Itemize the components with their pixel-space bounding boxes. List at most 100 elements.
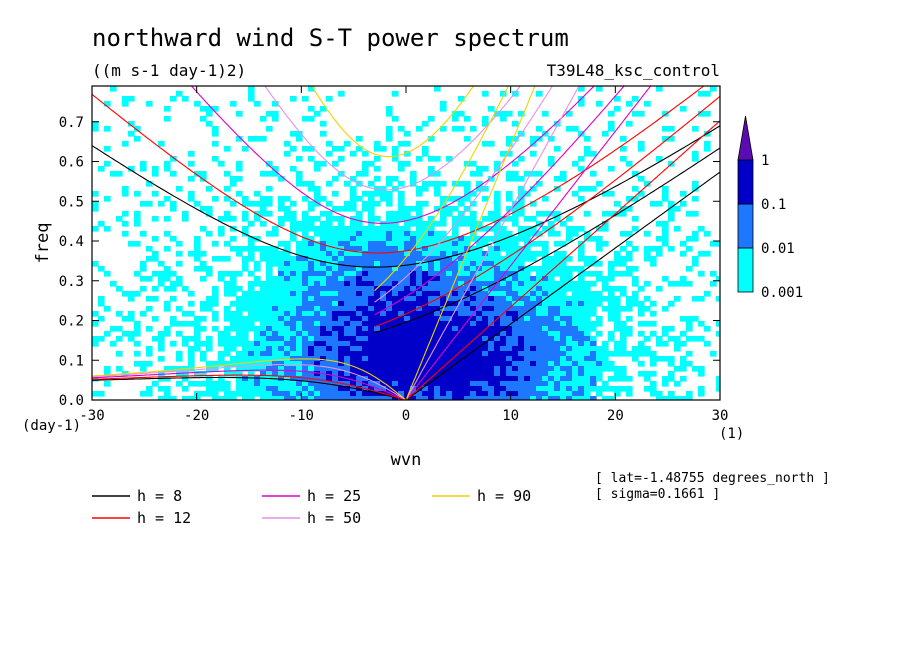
power-cell xyxy=(482,391,489,397)
power-cell xyxy=(578,326,585,332)
power-cell xyxy=(686,246,693,252)
power-cell xyxy=(440,196,447,202)
power-cell xyxy=(290,331,297,337)
power-cell xyxy=(368,386,375,392)
power-cell xyxy=(644,256,651,262)
power-cell xyxy=(626,121,633,127)
power-cell xyxy=(518,341,525,347)
power-cell xyxy=(482,361,489,367)
power-cell xyxy=(434,256,441,262)
power-cell xyxy=(338,296,345,302)
power-cell xyxy=(494,196,501,202)
power-cell xyxy=(302,256,309,262)
power-cell xyxy=(332,246,339,252)
power-cell xyxy=(158,276,165,282)
power-cell xyxy=(416,296,423,302)
power-cell xyxy=(554,231,561,237)
power-cell xyxy=(668,396,675,400)
power-cell xyxy=(140,361,147,367)
power-cell xyxy=(668,301,675,307)
power-cell xyxy=(164,376,171,382)
power-cell xyxy=(284,151,291,157)
power-cell xyxy=(308,146,315,152)
power-cell xyxy=(398,251,405,257)
power-cell xyxy=(542,381,549,387)
power-cell xyxy=(386,216,393,222)
power-cell xyxy=(494,226,501,232)
power-cell xyxy=(356,261,363,267)
power-cell xyxy=(512,381,519,387)
power-cell xyxy=(392,381,399,387)
power-cell xyxy=(206,386,213,392)
power-cell xyxy=(506,141,513,147)
power-cell xyxy=(302,331,309,337)
power-cell xyxy=(356,271,363,277)
power-cell xyxy=(698,91,705,97)
power-cell xyxy=(260,211,267,217)
power-cell xyxy=(458,216,465,222)
power-cell xyxy=(584,286,591,292)
power-cell xyxy=(188,291,195,297)
power-cell xyxy=(416,191,423,197)
power-cell xyxy=(416,391,423,397)
power-cell xyxy=(350,356,357,362)
power-cell xyxy=(308,116,315,122)
power-cell xyxy=(638,301,645,307)
power-cell xyxy=(524,281,531,287)
power-cell xyxy=(434,351,441,357)
power-cell xyxy=(236,161,243,167)
power-cell xyxy=(458,181,465,187)
power-cell xyxy=(128,296,135,302)
power-cell xyxy=(410,171,417,177)
power-cell xyxy=(206,231,213,237)
power-cell xyxy=(422,326,429,332)
power-cell xyxy=(458,386,465,392)
power-cell xyxy=(200,341,207,347)
power-cell xyxy=(254,266,261,272)
power-cell xyxy=(428,346,435,352)
power-cell xyxy=(392,246,399,252)
power-cell xyxy=(248,316,255,322)
power-cell xyxy=(542,326,549,332)
power-cell xyxy=(350,396,357,400)
power-cell xyxy=(656,356,663,362)
power-cell xyxy=(200,106,207,112)
power-cell xyxy=(368,236,375,242)
power-cell xyxy=(524,386,531,392)
power-cell xyxy=(572,336,579,342)
power-cell xyxy=(536,366,543,372)
power-cell xyxy=(434,276,441,282)
power-cell xyxy=(578,196,585,202)
power-cell xyxy=(470,171,477,177)
power-cell xyxy=(584,386,591,392)
power-cell xyxy=(620,206,627,212)
power-cell xyxy=(92,121,99,127)
power-cell xyxy=(488,336,495,342)
power-cell xyxy=(548,381,555,387)
power-cell xyxy=(242,346,249,352)
power-cell xyxy=(314,371,321,377)
power-cell xyxy=(416,126,423,132)
power-cell xyxy=(254,341,261,347)
power-cell xyxy=(530,306,537,312)
power-cell xyxy=(398,346,405,352)
power-cell xyxy=(302,371,309,377)
x-tick-label: 0 xyxy=(402,408,410,424)
power-cell xyxy=(332,306,339,312)
power-cell xyxy=(434,356,441,362)
power-cell xyxy=(158,141,165,147)
power-cell xyxy=(524,301,531,307)
power-cell xyxy=(584,296,591,302)
power-cell xyxy=(386,296,393,302)
power-cell xyxy=(134,291,141,297)
power-cell xyxy=(392,321,399,327)
power-cell xyxy=(188,311,195,317)
power-cell xyxy=(530,381,537,387)
power-cell xyxy=(296,371,303,377)
power-cell xyxy=(590,336,597,342)
power-cell xyxy=(290,256,297,262)
power-cell xyxy=(464,216,471,222)
power-cell xyxy=(584,231,591,237)
power-cell xyxy=(530,326,537,332)
